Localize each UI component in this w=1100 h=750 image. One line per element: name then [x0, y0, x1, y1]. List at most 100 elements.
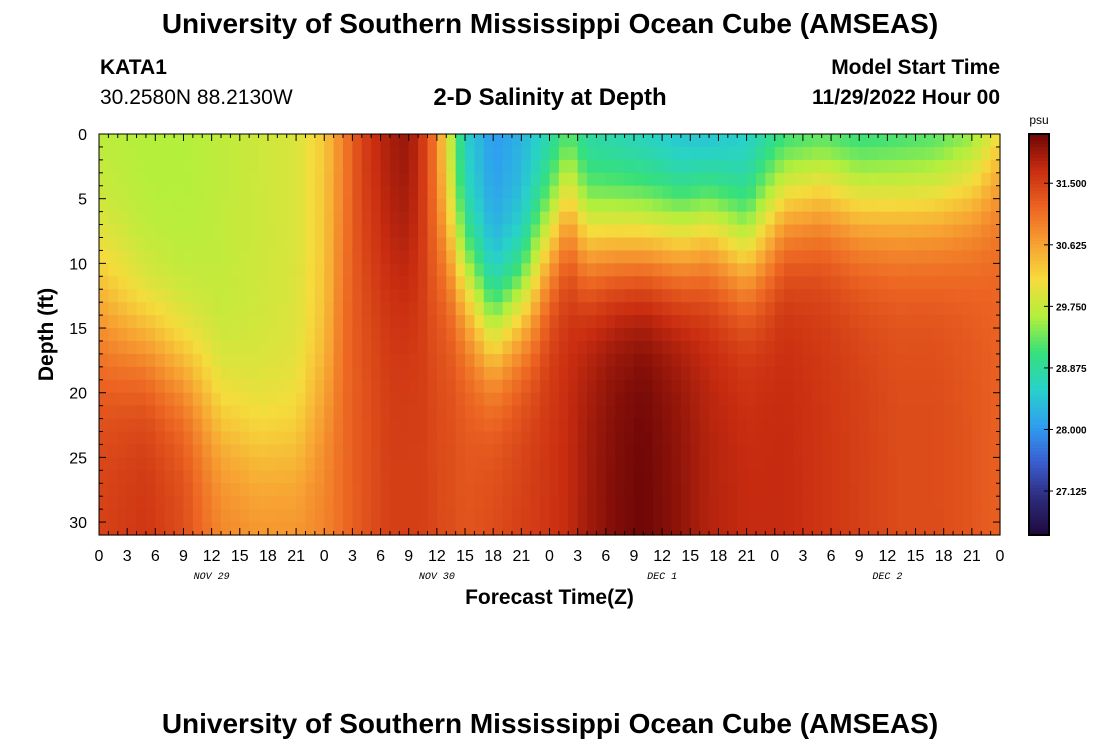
- heatmap-cell: [474, 211, 485, 226]
- heatmap-cell: [624, 509, 635, 523]
- heatmap-cell: [99, 366, 109, 381]
- heatmap-cell: [314, 470, 325, 484]
- heatmap-cell: [962, 392, 973, 407]
- heatmap-cell: [765, 146, 776, 161]
- heatmap-cell: [333, 444, 344, 458]
- heatmap-cell: [784, 509, 795, 523]
- heatmap-cell: [549, 250, 560, 264]
- heatmap-cell: [343, 276, 354, 290]
- heatmap-cell: [164, 302, 175, 316]
- heatmap-cell: [174, 146, 185, 161]
- heatmap-cell: [183, 302, 194, 316]
- heatmap-cell: [361, 211, 372, 226]
- heatmap-cell: [680, 211, 691, 226]
- heatmap-cell: [108, 302, 119, 316]
- heatmap-cell: [371, 405, 382, 420]
- heatmap-cell: [755, 263, 766, 277]
- heatmap-cell: [399, 198, 410, 213]
- heatmap-cell: [521, 185, 532, 200]
- heatmap-cell: [755, 185, 766, 200]
- heatmap-cell: [849, 431, 860, 446]
- heatmap-cell: [108, 418, 119, 433]
- heatmap-cell: [727, 134, 738, 148]
- heatmap-cell: [990, 457, 1001, 471]
- heatmap-cell: [981, 444, 992, 458]
- heatmap-cell: [981, 328, 992, 342]
- heatmap-cell: [915, 276, 926, 290]
- colorbar-segment: [1029, 421, 1049, 426]
- heatmap-cell: [267, 328, 278, 342]
- heatmap-cell: [859, 315, 870, 329]
- heatmap-cell: [793, 302, 804, 316]
- heatmap-cell: [924, 289, 935, 303]
- heatmap-cell: [690, 302, 701, 316]
- heatmap-cell: [605, 276, 616, 290]
- heatmap-cell: [99, 509, 109, 523]
- heatmap-cell: [981, 263, 992, 277]
- heatmap-cell: [680, 302, 691, 316]
- heatmap-cell: [418, 457, 429, 471]
- heatmap-cell: [277, 224, 288, 239]
- heatmap-cell: [192, 379, 203, 394]
- heatmap-cell: [558, 366, 569, 381]
- heatmap-cell: [821, 353, 832, 368]
- heatmap-cell: [249, 366, 260, 381]
- heatmap-cell: [418, 172, 429, 187]
- heatmap-cell: [202, 392, 213, 407]
- x-tick-label: 0: [770, 548, 779, 565]
- heatmap-cell: [727, 211, 738, 226]
- heatmap-cell: [530, 276, 541, 290]
- heatmap-cell: [633, 340, 644, 355]
- heatmap-cell: [859, 328, 870, 342]
- heatmap-cell: [436, 185, 447, 200]
- colorbar-segment: [1029, 508, 1049, 513]
- heatmap-cell: [446, 172, 457, 187]
- heatmap-cell: [877, 211, 888, 226]
- heatmap-cell: [333, 134, 344, 148]
- heatmap-cell: [408, 289, 419, 303]
- heatmap-cell: [493, 444, 504, 458]
- heatmap-cell: [446, 185, 457, 200]
- colorbar-segment: [1029, 180, 1049, 185]
- heatmap-cell: [108, 172, 119, 187]
- heatmap-cell: [127, 418, 138, 433]
- colorbar-segment: [1029, 481, 1049, 486]
- heatmap-cell: [587, 198, 598, 213]
- heatmap-cell: [511, 224, 522, 239]
- heatmap-cell: [605, 250, 616, 264]
- heatmap-cell: [155, 289, 166, 303]
- heatmap-cell: [521, 483, 532, 497]
- heatmap-cell: [371, 250, 382, 264]
- heatmap-cell: [915, 263, 926, 277]
- heatmap-cell: [202, 302, 213, 316]
- heatmap-cell: [483, 444, 494, 458]
- heatmap-cell: [896, 328, 907, 342]
- heatmap-cell: [371, 159, 382, 174]
- heatmap-cell: [296, 431, 307, 446]
- heatmap-cell: [389, 431, 400, 446]
- heatmap-cell: [258, 392, 269, 407]
- heatmap-cell: [755, 237, 766, 252]
- heatmap-cell: [436, 483, 447, 497]
- heatmap-cell: [136, 211, 147, 226]
- heatmap-cell: [211, 315, 222, 329]
- heatmap-cell: [746, 159, 757, 174]
- heatmap-cell: [990, 431, 1001, 446]
- heatmap-cell: [831, 470, 842, 484]
- heatmap-cell: [924, 444, 935, 458]
- heatmap-cell: [633, 522, 644, 536]
- heatmap-cell: [286, 159, 297, 174]
- heatmap-cell: [746, 522, 757, 536]
- heatmap-cell: [615, 172, 626, 187]
- heatmap-cell: [465, 185, 476, 200]
- heatmap-cell: [446, 392, 457, 407]
- heatmap-cell: [737, 405, 748, 420]
- heatmap-cell: [324, 431, 335, 446]
- heatmap-cell: [267, 198, 278, 213]
- heatmap-cell: [587, 276, 598, 290]
- heatmap-cell: [277, 276, 288, 290]
- heatmap-cell: [812, 289, 823, 303]
- heatmap-cell: [624, 237, 635, 252]
- heatmap-cell: [183, 185, 194, 200]
- heatmap-cell: [746, 457, 757, 471]
